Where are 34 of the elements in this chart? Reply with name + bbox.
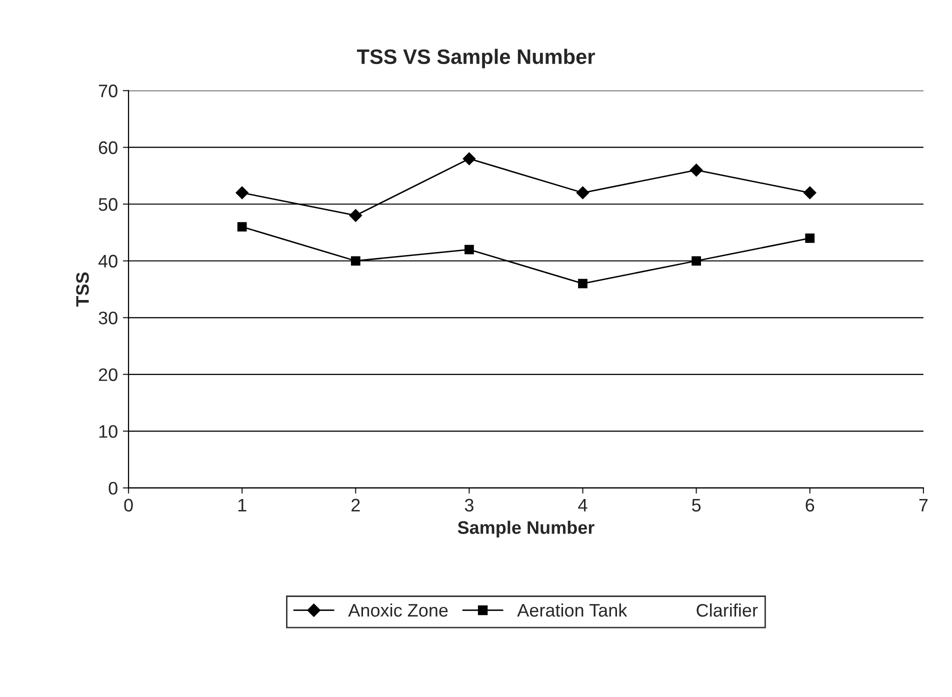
y-tick-label: 60 — [98, 141, 118, 154]
text: Clarifier — [696, 603, 758, 617]
x-tick-label: 1 — [238, 498, 246, 512]
point — [464, 244, 474, 254]
point — [803, 186, 816, 200]
point — [236, 186, 248, 200]
point — [805, 233, 815, 243]
point — [349, 209, 362, 222]
y-tick-label: 40 — [98, 254, 118, 268]
point — [692, 256, 702, 266]
legend-label: Anoxic Zone — [348, 603, 448, 617]
y-tick-label: 10 — [99, 425, 118, 438]
y-axis-title: TSS — [76, 272, 89, 307]
x-tick-label: 4 — [578, 498, 588, 512]
point — [237, 222, 247, 232]
chart-title: TSS VS Sample Number — [356, 48, 595, 68]
point — [350, 256, 360, 266]
point — [576, 186, 590, 200]
x-tick-label: 3 — [464, 498, 474, 512]
x-tick-label: 2 — [352, 498, 360, 512]
point — [578, 278, 588, 288]
y-tick-label: 20 — [98, 368, 118, 382]
legend-label: Aeration Tank — [517, 603, 628, 617]
y-tick-label: 50 — [98, 198, 118, 211]
x-tick-label: 5 — [692, 498, 701, 512]
y-tick-label: 70 — [98, 84, 118, 98]
y-tick-label: 30 — [98, 312, 118, 324]
y-tick-label: 0 — [108, 482, 118, 495]
x-tick-label: 6 — [806, 498, 814, 512]
x-tick-label: 7 — [919, 498, 928, 512]
point — [690, 164, 703, 176]
x-tick-label: 0 — [124, 498, 133, 512]
x-axis-title: Sample Number — [458, 520, 594, 538]
point — [462, 152, 476, 166]
